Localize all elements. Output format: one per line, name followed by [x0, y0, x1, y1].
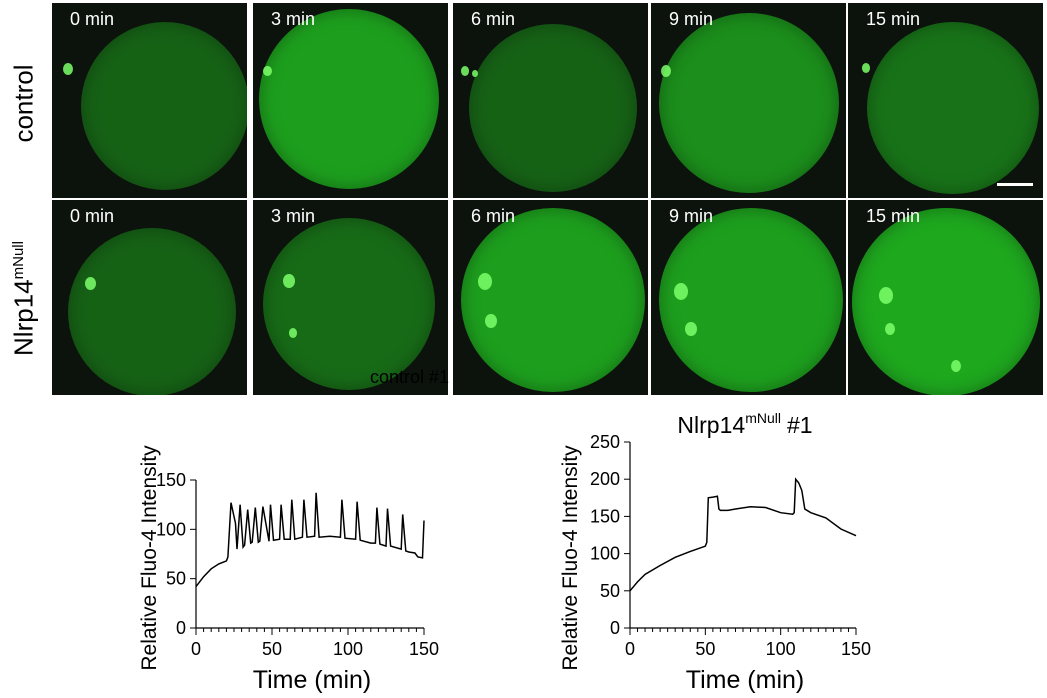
chart-control-line: [195, 492, 425, 588]
oocyte: [469, 24, 637, 192]
micrograph-panel: 9 min: [651, 200, 846, 395]
fluorescent-spot: [283, 274, 295, 289]
micrograph-panel: 6 min: [453, 200, 648, 395]
chart-nlrp14-x-tick-label: 150: [841, 639, 871, 659]
fluorescent-spot: [289, 328, 297, 338]
chart-control-xlabel: Time (min): [253, 666, 372, 694]
micrograph-panel: 3 min: [253, 3, 448, 198]
chart-control-y-tick-label: 0: [176, 618, 186, 638]
chart-control-y-tick-label: 100: [156, 519, 186, 539]
chart-nlrp14-title-suffix: #1: [787, 412, 813, 438]
chart-nlrp14-title-sup: mNull: [745, 410, 781, 426]
fluorescent-spot: [951, 360, 961, 372]
chart-nlrp14-line: [629, 477, 857, 592]
chart-nlrp14-y-tick-label: 100: [590, 544, 620, 564]
fluorescent-spot: [461, 66, 469, 76]
row-label-control: control: [9, 54, 40, 154]
chart-nlrp14-x-tick-label: 0: [625, 639, 635, 659]
fluorescent-spot: [661, 65, 671, 77]
chart-nlrp14-ylabel: Relative Fluo-4 Intensity: [559, 445, 582, 671]
timepoint-label: 6 min: [471, 9, 516, 29]
chart-control-y-tick-label: 150: [156, 470, 186, 490]
chart-nlrp14-title: Nlrp14mNull #1: [677, 410, 812, 438]
fluorescent-spot: [674, 283, 688, 300]
timepoint-label: 3 min: [271, 9, 316, 29]
row-label-nlrp14-text: Nlrp14: [8, 279, 39, 356]
chart-control-axes: 0 50 100 150 0 50 100 150: [156, 470, 439, 659]
oocyte: [68, 228, 236, 395]
scale-bar: [997, 183, 1033, 186]
oocyte: [259, 9, 439, 189]
oocyte: [659, 208, 843, 392]
fluorescent-spot: [84, 276, 96, 290]
oocyte: [867, 22, 1039, 194]
row-label-nlrp14-sup: mNull: [9, 241, 27, 280]
chart-nlrp14-y-tick-label: 50: [600, 581, 620, 601]
micrograph-panel: 0 min: [52, 3, 247, 198]
chart-nlrp14-axes: 0 50 100 150 0 50 100 150 200 250: [590, 432, 871, 659]
chart-nlrp14-x-tick-label: 100: [766, 639, 796, 659]
micrograph-panel: 15 min: [848, 200, 1043, 395]
timepoint-label: 9 min: [669, 206, 714, 226]
chart-control-y-tick-label: 50: [166, 569, 186, 589]
timepoint-label: 15 min: [866, 206, 921, 226]
timepoint-label: 6 min: [471, 206, 516, 226]
chart-control-ylabel: Relative Fluo-4 Intensity: [138, 445, 161, 671]
oocyte: [659, 13, 839, 193]
fluorescent-spot: [485, 314, 497, 329]
timepoint-label: 15 min: [866, 9, 921, 29]
fluorescent-spot: [472, 70, 478, 78]
fluorescent-spot: [63, 63, 73, 75]
chart-control-x-tick-label: 0: [191, 639, 201, 659]
fluorescent-spot: [478, 273, 492, 290]
chart-nlrp14-x-tick-label: 50: [695, 639, 715, 659]
chart-control-x-tick-label: 150: [409, 639, 439, 659]
chart-control-x-tick-label: 100: [333, 639, 363, 659]
timepoint-label: 0 min: [70, 206, 115, 226]
chart-nlrp14: 0 50 100 150 0 50 100 150 200 250 Nlrp14mNull #1 T…: [559, 410, 871, 694]
row-label-control-text: control: [8, 64, 39, 143]
chart-nlrp14-y-tick-label: 200: [590, 469, 620, 489]
chart-control-x-tick-label: 50: [262, 639, 282, 659]
chart-control: 0 50 100 150 0 50 100 150 Time (min) Relative F…: [138, 445, 439, 694]
micrograph-panel: 9 min: [651, 3, 846, 198]
row-label-nlrp14: Nlrp14mNull: [9, 215, 40, 383]
oocyte: [81, 22, 247, 190]
chart-nlrp14-xlabel: Time (min): [686, 666, 805, 694]
micrograph-panel: 3 min: [253, 200, 448, 395]
timepoint-label: 9 min: [669, 9, 714, 29]
timepoint-label: 3 min: [271, 206, 316, 226]
fluorescent-spot: [885, 323, 895, 335]
micrograph-panel: 15 min: [848, 3, 1043, 198]
chart-nlrp14-y-tick-label: 250: [590, 432, 620, 452]
chart-nlrp14-y-tick-label: 0: [610, 618, 620, 638]
fluorescent-spot: [879, 287, 893, 304]
oocyte: [461, 208, 645, 392]
timepoint-label: 0 min: [70, 9, 115, 29]
fluorescent-spot: [262, 65, 272, 77]
micrograph-panel: 0 min: [52, 200, 247, 395]
fluorescent-spot: [862, 63, 870, 73]
stray-label-control-1: control #1: [370, 367, 450, 387]
chart-nlrp14-title-main: Nlrp14: [677, 412, 745, 438]
oocyte: [263, 218, 435, 390]
fluorescent-spot: [685, 322, 697, 337]
chart-nlrp14-y-tick-label: 150: [590, 506, 620, 526]
micrograph-panel: 6 min: [453, 3, 648, 198]
